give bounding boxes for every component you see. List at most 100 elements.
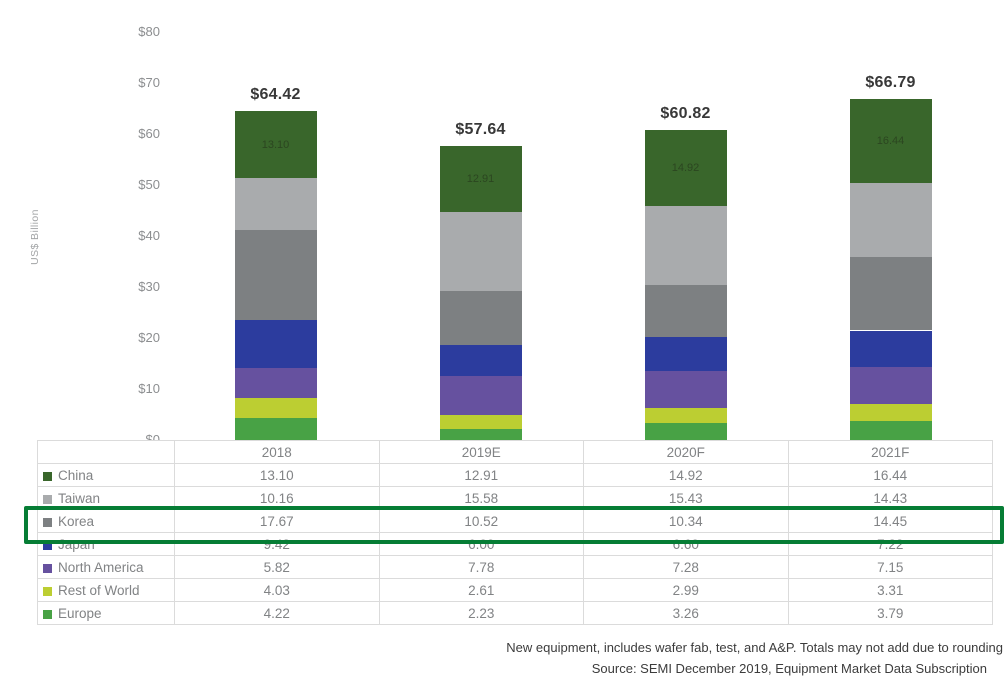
value-europe-2018: 4.22 bbox=[174, 601, 380, 625]
y-tick-60: $60 bbox=[138, 126, 160, 141]
bar-total-label-2021f: $66.79 bbox=[865, 74, 916, 92]
legend-swatch-rest-of-world bbox=[43, 586, 52, 596]
y-tick-70: $70 bbox=[138, 75, 160, 90]
bar-segment-north-america-2020f bbox=[644, 370, 727, 409]
value-korea-2021f: 14.45 bbox=[787, 509, 993, 533]
row-label-korea: Korea bbox=[37, 509, 175, 533]
value-japan-2019e: 6.00 bbox=[378, 532, 584, 556]
value-korea-2019e: 10.52 bbox=[378, 509, 584, 533]
source-line: Source: SEMI December 2019, Equipment Ma… bbox=[591, 661, 987, 676]
bar-segment-china-2020f: 14.92 bbox=[644, 129, 727, 206]
value-north-america-2021f: 7.15 bbox=[787, 555, 993, 579]
bar-segment-north-america-2021f bbox=[849, 367, 932, 404]
legend-swatch-china bbox=[43, 471, 52, 481]
bar-segment-korea-2019e bbox=[439, 291, 522, 346]
legend-swatch-north-america bbox=[43, 563, 52, 573]
table-row-taiwan: Taiwan 10.16 15.58 15.43 14.43 bbox=[37, 486, 993, 510]
table-corner-cell bbox=[37, 440, 175, 464]
value-europe-2020f: 3.26 bbox=[583, 601, 789, 625]
bar-segment-europe-2019e bbox=[439, 428, 522, 440]
table-row-europe: Europe 4.22 2.23 3.26 3.79 bbox=[37, 601, 993, 625]
y-tick-40: $40 bbox=[138, 228, 160, 243]
value-rest-of-world-2020f: 2.99 bbox=[583, 578, 789, 602]
bar-segment-korea-2021f bbox=[849, 256, 932, 331]
value-japan-2020f: 6.60 bbox=[583, 532, 789, 556]
value-taiwan-2020f: 15.43 bbox=[583, 486, 789, 510]
bar-segment-rest-of-world-2020f bbox=[644, 408, 727, 424]
value-japan-2021f: 7.22 bbox=[787, 532, 993, 556]
bar-segment-rest-of-world-2019e bbox=[439, 415, 522, 429]
value-europe-2021f: 3.79 bbox=[787, 601, 993, 625]
legend-swatch-korea bbox=[43, 517, 52, 527]
value-taiwan-2018: 10.16 bbox=[174, 486, 380, 510]
bar-segment-taiwan-2021f bbox=[849, 183, 932, 257]
footnote-line: New equipment, includes wafer fab, test,… bbox=[506, 640, 1003, 655]
bar-total-label-2020f: $60.82 bbox=[660, 104, 711, 122]
bar-segment-europe-2020f bbox=[644, 423, 727, 440]
bar-segment-europe-2018 bbox=[234, 418, 317, 440]
bar-segment-rest-of-world-2018 bbox=[234, 397, 317, 419]
value-europe-2019e: 2.23 bbox=[378, 601, 584, 625]
bar-segment-north-america-2018 bbox=[234, 368, 317, 398]
legend-swatch-europe bbox=[43, 609, 52, 619]
y-axis-title: US$ Billion bbox=[29, 209, 41, 265]
value-taiwan-2021f: 14.43 bbox=[787, 486, 993, 510]
value-rest-of-world-2019e: 2.61 bbox=[378, 578, 584, 602]
row-label-north-america: North America bbox=[37, 555, 175, 579]
value-china-2020f: 14.92 bbox=[583, 463, 789, 487]
bar-segment-japan-2021f bbox=[849, 330, 932, 368]
bar-segment-china-2021f: 16.44 bbox=[849, 99, 932, 184]
value-korea-2018: 17.67 bbox=[174, 509, 380, 533]
row-label-rest-of-world: Rest of World bbox=[37, 578, 175, 602]
bar-segment-north-america-2019e bbox=[439, 375, 522, 416]
table-row-china: China 13.10 12.91 14.92 16.44 bbox=[37, 463, 993, 487]
row-label-taiwan: Taiwan bbox=[37, 486, 175, 510]
table-row-rest-of-world: Rest of World 4.03 2.61 2.99 3.31 bbox=[37, 578, 993, 602]
table-row-korea: Korea 17.67 10.52 10.34 14.45 bbox=[37, 509, 993, 533]
row-label-japan: Japan bbox=[37, 532, 175, 556]
row-label-europe: Europe bbox=[37, 601, 175, 625]
value-japan-2018: 9.42 bbox=[174, 532, 380, 556]
value-china-2021f: 16.44 bbox=[787, 463, 993, 487]
table-row-north-america: North America 5.82 7.78 7.28 7.15 bbox=[37, 555, 993, 579]
bar-segment-china-2019e: 12.91 bbox=[439, 146, 522, 212]
table-year-header-2021f: 2021F bbox=[787, 440, 993, 464]
value-north-america-2020f: 7.28 bbox=[583, 555, 789, 579]
value-north-america-2019e: 7.78 bbox=[378, 555, 584, 579]
bar-segment-taiwan-2019e bbox=[439, 211, 522, 292]
value-korea-2020f: 10.34 bbox=[583, 509, 789, 533]
bar-segment-korea-2018 bbox=[234, 230, 317, 321]
table-row-japan: Japan 9.42 6.00 6.60 7.22 bbox=[37, 532, 993, 556]
bar-total-label-2018: $64.42 bbox=[250, 86, 301, 104]
bar-segment-rest-of-world-2021f bbox=[849, 403, 932, 421]
y-tick-50: $50 bbox=[138, 177, 160, 192]
table-header-row: 2018 2019E 2020F 2021F bbox=[37, 440, 993, 464]
value-china-2019e: 12.91 bbox=[378, 463, 584, 487]
bar-total-label-2019e: $57.64 bbox=[455, 121, 506, 139]
legend-swatch-taiwan bbox=[43, 494, 52, 504]
value-north-america-2018: 5.82 bbox=[174, 555, 380, 579]
bar-segment-korea-2020f bbox=[644, 284, 727, 338]
footnotes: New equipment, includes wafer fab, test,… bbox=[506, 637, 1003, 679]
bar-segment-japan-2020f bbox=[644, 337, 727, 371]
value-rest-of-world-2021f: 3.31 bbox=[787, 578, 993, 602]
y-tick-20: $20 bbox=[138, 330, 160, 345]
y-tick-10: $10 bbox=[138, 381, 160, 396]
bar-segment-japan-2018 bbox=[234, 320, 317, 369]
legend-swatch-japan bbox=[43, 540, 52, 550]
value-rest-of-world-2018: 4.03 bbox=[174, 578, 380, 602]
data-table: 2018 2019E 2020F 2021F China 13.10 12.91 14.92 1… bbox=[37, 440, 993, 625]
table-year-header-2020f: 2020F bbox=[583, 440, 789, 464]
value-china-2018: 13.10 bbox=[174, 463, 380, 487]
bar-segment-taiwan-2018 bbox=[234, 178, 317, 231]
bar-segment-europe-2021f bbox=[849, 420, 932, 440]
table-year-header-2018: 2018 bbox=[174, 440, 380, 464]
value-taiwan-2019e: 15.58 bbox=[378, 486, 584, 510]
bar-segment-china-2018: 13.10 bbox=[234, 111, 317, 179]
table-year-header-2019e: 2019E bbox=[378, 440, 584, 464]
y-tick-80: $80 bbox=[138, 24, 160, 39]
bar-segment-taiwan-2020f bbox=[644, 205, 727, 285]
bar-segment-japan-2019e bbox=[439, 345, 522, 376]
y-tick-30: $30 bbox=[138, 279, 160, 294]
